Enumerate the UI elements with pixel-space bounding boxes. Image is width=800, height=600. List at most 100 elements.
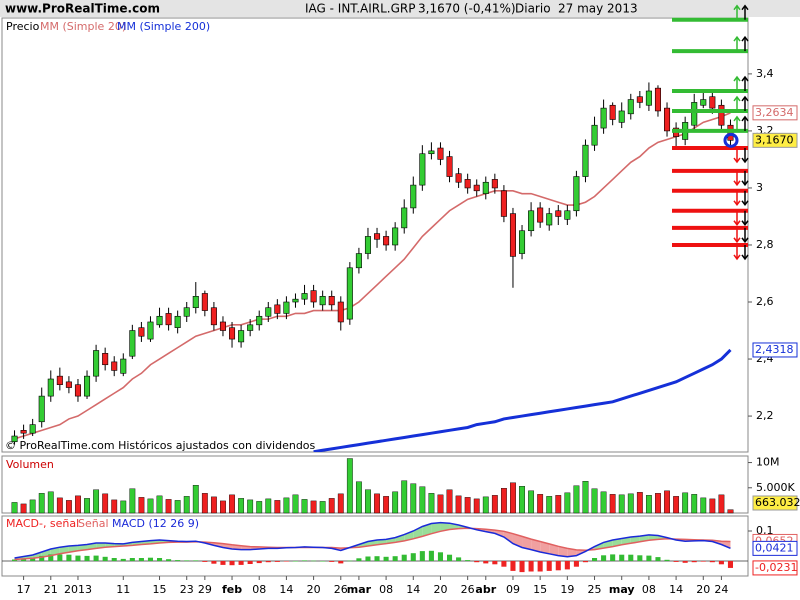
histogram-bar	[555, 561, 561, 571]
x-tick-label: feb	[222, 583, 242, 596]
x-tick-label: 11	[116, 583, 130, 596]
candle-body	[401, 207, 408, 229]
histogram-bar	[283, 561, 289, 562]
level-arrow-head	[741, 157, 749, 164]
x-tick-label: 14	[669, 583, 683, 596]
histogram-bar	[356, 558, 362, 561]
histogram-bar	[120, 558, 126, 561]
x-tick-label: 09	[506, 583, 520, 596]
volume-bar	[346, 458, 353, 514]
volume-bar	[310, 500, 317, 514]
candle-body	[446, 156, 453, 177]
level-arrow-head	[741, 75, 749, 82]
candle-body	[120, 358, 127, 374]
histogram-bar	[401, 554, 407, 561]
candle-body	[20, 430, 27, 434]
volume-bar	[519, 486, 525, 514]
histogram-bar	[102, 556, 108, 561]
macd-fill	[558, 546, 568, 557]
candle-body	[283, 301, 290, 314]
volume-bar	[546, 496, 553, 514]
x-tick-label: mar	[347, 583, 372, 596]
period: Diario	[515, 2, 551, 16]
legend-macd: MACD (12 26 9)	[112, 517, 199, 530]
volume-bar	[582, 481, 589, 514]
macd-fill	[522, 536, 532, 550]
volume-bar	[256, 501, 263, 514]
x-tick-label: 19	[560, 583, 574, 596]
histogram-bar	[709, 561, 715, 563]
histogram-bar	[700, 561, 706, 562]
candle-body	[618, 110, 625, 123]
level-arrow-head	[741, 237, 749, 244]
volume-bar	[29, 499, 36, 514]
candle-body	[346, 267, 353, 320]
candle-body	[147, 321, 154, 340]
histogram-bar	[628, 554, 634, 561]
line	[14, 527, 731, 561]
value-box	[752, 105, 798, 121]
histogram-bar	[147, 557, 154, 561]
y-tick-label: 5.000K	[756, 481, 795, 494]
histogram-bar	[75, 555, 81, 561]
annotation: © ProRealTime.com Históricos ajustados c…	[5, 439, 316, 452]
candle-body	[247, 324, 254, 331]
level-arrow-head	[733, 254, 741, 261]
x-tick-label: 21	[44, 583, 58, 596]
level-arrow-head	[741, 4, 749, 11]
level-arrow-head	[733, 180, 741, 187]
header-bar	[0, 0, 800, 17]
volume-bar	[292, 494, 299, 514]
volume-bar	[528, 490, 535, 514]
x-tick-label: 08	[379, 583, 393, 596]
legend-histogram: MACD-, señal	[6, 517, 79, 530]
candle-body	[11, 435, 18, 443]
instrument: IAG - INT.AIRL.GRP	[305, 2, 416, 16]
candle-body	[156, 315, 163, 326]
site-link[interactable]: www.ProRealTime.com	[5, 2, 160, 16]
candle-body	[219, 321, 226, 331]
volume-bar	[265, 498, 272, 514]
histogram-bar	[610, 554, 616, 561]
x-tick-label: 08	[642, 583, 656, 596]
histogram-bar	[329, 561, 335, 562]
volume-bar	[410, 483, 417, 514]
candle-body	[428, 150, 435, 155]
histogram-bar	[311, 560, 317, 562]
histogram-bar	[546, 561, 552, 571]
volume-bar	[84, 498, 90, 514]
candle-body	[664, 107, 671, 132]
histogram-bar	[637, 555, 643, 561]
level-arrow-head	[733, 95, 741, 102]
candle-body	[564, 210, 571, 220]
histogram-bar	[211, 561, 217, 564]
value-label: -0,0231	[755, 561, 797, 574]
volume-bar	[174, 500, 181, 514]
candle-body	[129, 330, 136, 357]
candle-body	[627, 99, 634, 115]
histogram-bar	[247, 561, 253, 564]
candle-body	[709, 96, 716, 109]
candle-body	[374, 233, 381, 240]
candle-body	[29, 424, 36, 434]
x-tick-label: 2013	[64, 583, 92, 596]
volume-bar	[718, 494, 725, 514]
level-arrow-head	[733, 237, 741, 244]
volume-bar	[709, 498, 716, 514]
candle-body	[654, 87, 661, 112]
histogram-bar	[238, 561, 244, 565]
x-tick-label: 15	[153, 583, 167, 596]
value-label: 2,4318	[755, 343, 794, 356]
candle-body	[174, 315, 181, 328]
y-tick-label: 2,2	[756, 409, 774, 422]
histogram-bar	[156, 558, 163, 561]
volume-bar	[482, 496, 489, 514]
candle-body	[600, 107, 607, 129]
macd-fill	[503, 531, 513, 544]
histogram-bar	[274, 561, 280, 562]
volume-bar	[201, 493, 208, 514]
histogram-bar	[292, 561, 299, 562]
volume-bar	[491, 495, 498, 514]
histogram-bar	[664, 559, 670, 561]
histogram-bar	[129, 558, 135, 561]
